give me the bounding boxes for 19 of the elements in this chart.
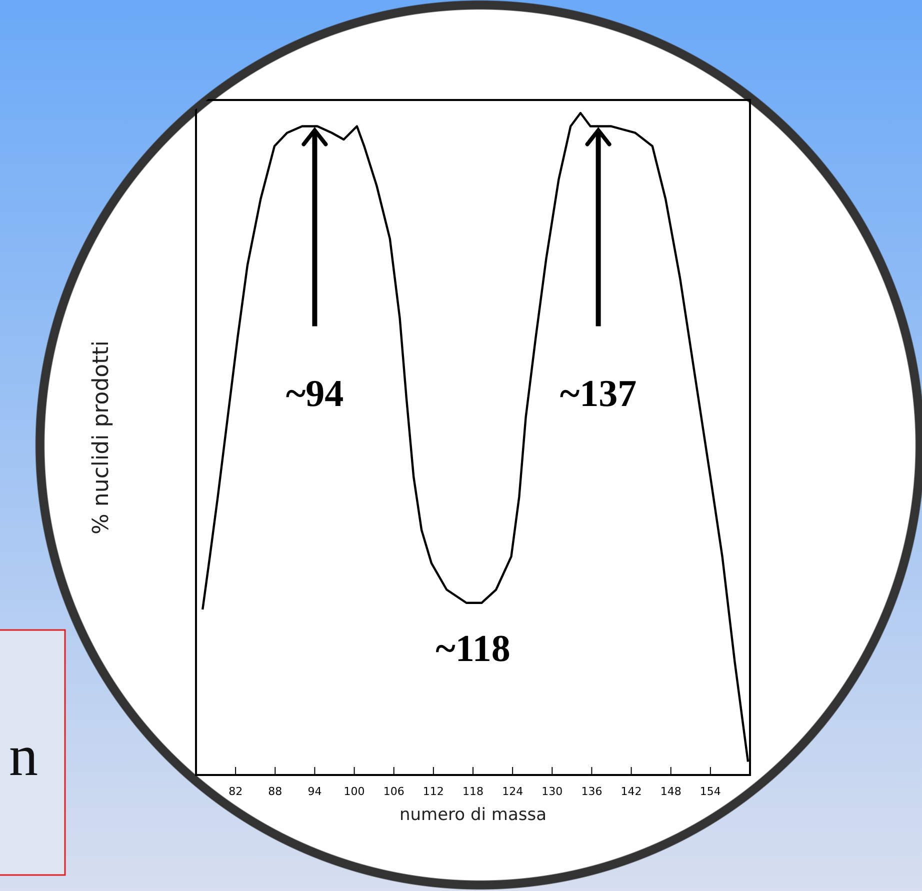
x-tick-label: 136 [581, 784, 602, 798]
text: n [9, 723, 38, 788]
y-axis-title: % nuclidi prodotti [89, 340, 114, 534]
x-tick-label: 94 [308, 784, 322, 798]
annotation: ~94 [286, 373, 344, 416]
annotation: ~137 [560, 373, 637, 416]
x-tick-label: 88 [268, 784, 282, 798]
x-tick-label: 106 [383, 784, 404, 798]
x-axis-title: numero di massa [399, 805, 547, 825]
x-tick-label: 148 [660, 784, 682, 798]
x-tick-label: 130 [542, 784, 563, 798]
x-tick-label: 118 [462, 784, 484, 798]
x-tick-label: 154 [700, 784, 721, 798]
x-tick-label: 112 [422, 784, 444, 798]
x-tick-label: 100 [344, 784, 365, 798]
x-tick-label: 142 [620, 784, 642, 798]
annotation: ~118 [436, 628, 510, 670]
x-tick-label: 82 [228, 784, 243, 798]
x-tick-label: 124 [502, 784, 524, 798]
